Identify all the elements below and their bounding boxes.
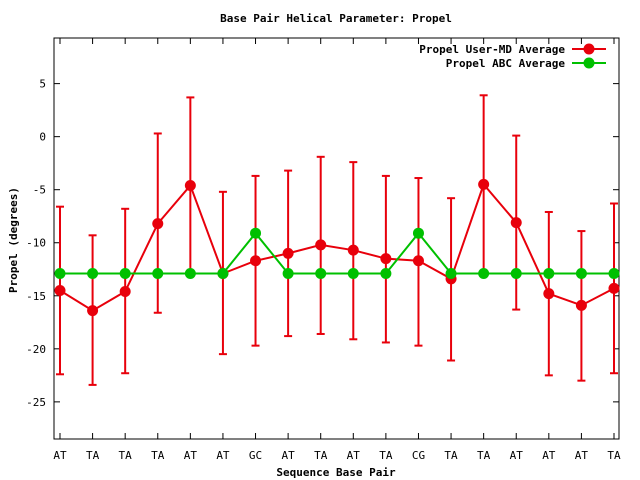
x-tick-label: AT	[542, 449, 556, 462]
data-point	[380, 253, 392, 265]
data-point	[445, 268, 457, 280]
data-point	[412, 255, 424, 267]
x-tick-label: TA	[444, 449, 458, 462]
x-tick-label: AT	[216, 449, 230, 462]
data-point	[119, 268, 131, 280]
data-point	[119, 286, 131, 298]
series-0	[54, 94, 620, 386]
data-point	[608, 282, 620, 294]
x-tick-label: TA	[379, 449, 393, 462]
x-tick-label: AT	[347, 449, 361, 462]
data-point	[250, 227, 262, 239]
legend-marker	[583, 57, 595, 69]
data-point	[87, 268, 99, 280]
x-tick-label: GC	[249, 449, 262, 462]
data-point	[54, 284, 66, 296]
data-point	[152, 218, 164, 230]
data-point	[478, 268, 490, 280]
x-tick-label: TA	[477, 449, 491, 462]
x-tick-label: AT	[281, 449, 295, 462]
y-tick-label: 5	[39, 78, 46, 91]
y-axis-label: Propel (degrees)	[7, 187, 20, 293]
data-point	[347, 244, 359, 256]
y-tick-label: -15	[26, 290, 46, 303]
y-tick-label: -25	[26, 396, 46, 409]
legend-label: Propel User-MD Average	[419, 43, 565, 56]
x-tick-label: AT	[575, 449, 589, 462]
data-point	[217, 268, 229, 280]
data-point	[282, 268, 294, 280]
x-tick-label: TA	[607, 449, 621, 462]
x-tick-label: AT	[184, 449, 198, 462]
data-point	[510, 268, 522, 280]
data-point	[575, 268, 587, 280]
legend-marker	[583, 43, 595, 55]
y-tick-label: -5	[33, 184, 46, 197]
x-tick-label: CG	[412, 449, 425, 462]
data-point	[54, 268, 66, 280]
x-tick-label: TA	[314, 449, 328, 462]
series-layer	[54, 94, 620, 386]
data-point	[510, 217, 522, 229]
x-tick-label: AT	[53, 449, 67, 462]
data-point	[543, 288, 555, 300]
data-point	[478, 178, 490, 190]
x-axis-label: Sequence Base Pair	[276, 466, 396, 479]
y-tick-label: -20	[26, 343, 46, 356]
x-tick-label: TA	[151, 449, 165, 462]
data-point	[250, 255, 262, 267]
y-tick-label: 0	[39, 131, 46, 144]
data-point	[412, 227, 424, 239]
x-tick-label: AT	[510, 449, 524, 462]
x-tick-label: TA	[86, 449, 100, 462]
data-point	[152, 268, 164, 280]
data-point	[184, 179, 196, 191]
data-point	[608, 268, 620, 280]
data-point	[315, 268, 327, 280]
data-point	[380, 268, 392, 280]
series-line	[59, 182, 615, 312]
legend-label: Propel ABC Average	[446, 57, 566, 70]
data-point	[543, 268, 555, 280]
x-tick-label: TA	[119, 449, 133, 462]
data-point	[315, 239, 327, 251]
series-1	[54, 227, 620, 280]
data-point	[87, 305, 99, 317]
y-tick-label: -10	[26, 237, 46, 250]
data-point	[184, 268, 196, 280]
plot-frame	[53, 37, 620, 440]
data-point	[282, 247, 294, 259]
axis-ticks: 5 0 -5 -10 -15 -20 -25 AT TA TA TA AT AT GC AT TA AT TA CG…	[26, 38, 621, 462]
chart-title: Base Pair Helical Parameter: Propel	[220, 12, 452, 25]
data-point	[347, 268, 359, 280]
data-point	[575, 299, 587, 311]
